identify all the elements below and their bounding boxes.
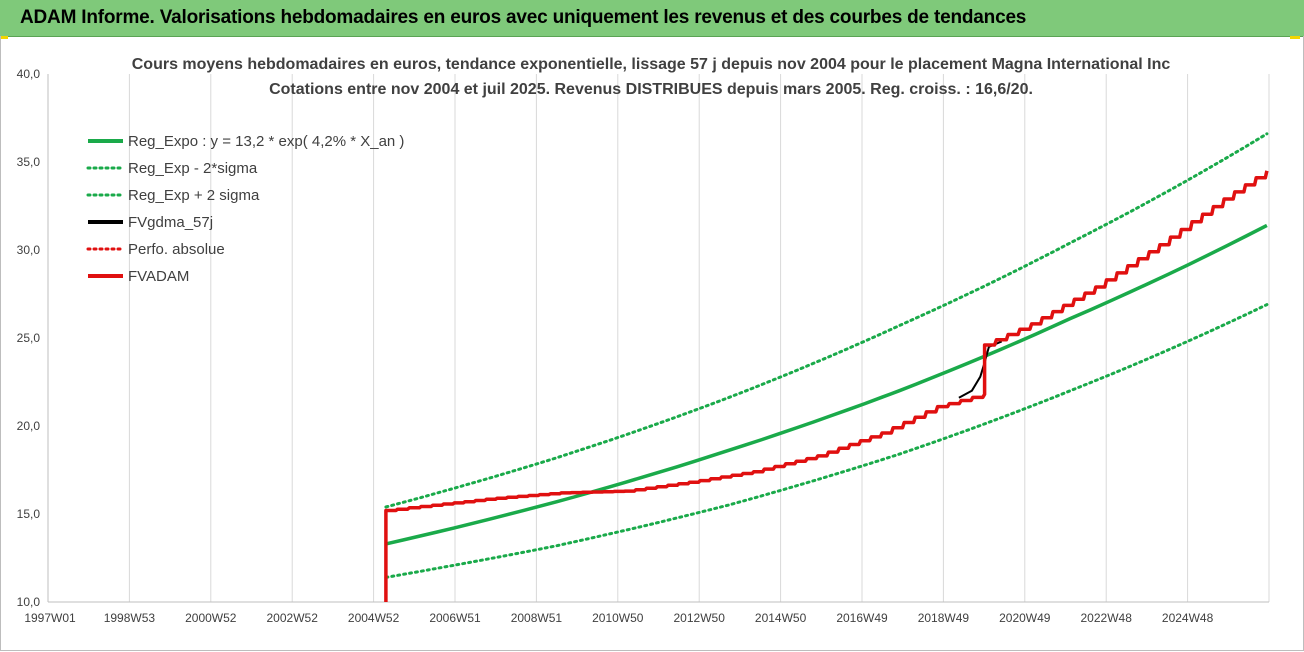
x-tick-label: 2000W52 (185, 611, 237, 625)
y-tick-label: 30,0 (17, 243, 41, 257)
legend-label: Reg_Expo : y = 13,2 * exp( 4,2% * X_an ) (128, 133, 404, 150)
legend-label: Reg_Exp - 2*sigma (128, 160, 258, 177)
y-tick-label: 25,0 (17, 331, 41, 345)
y-tick-label: 15,0 (17, 507, 41, 521)
series-line-1 (385, 223, 1268, 546)
header-bar: ADAM Informe. Valorisations hebdomadaire… (0, 0, 1304, 37)
chart-title: Cours moyens hebdomadaires en euros, ten… (132, 56, 1171, 73)
x-tick-label: 2010W50 (592, 611, 644, 625)
chart-frame: 1997W01 1998W53 2000W52 2002W52 2004W52 2006W… (0, 36, 1304, 651)
legend: Reg_Expo : y = 13,2 * exp( 4,2% * X_an )… (86, 133, 404, 285)
legend-label: Perfo. absolue (128, 241, 225, 258)
x-tick-label: 2018W49 (918, 611, 970, 625)
x-tick-label: 2014W50 (755, 611, 807, 625)
y-tick-label: 20,0 (17, 419, 41, 433)
corner-marker-right (1290, 36, 1300, 39)
legend-label: Reg_Exp + 2 sigma (128, 187, 260, 204)
x-tick-label: 2016W49 (836, 611, 888, 625)
page-title: ADAM Informe. Valorisations hebdomadaire… (20, 7, 1027, 28)
series-line-2 (384, 303, 1269, 579)
x-tick-label: 2024W48 (1162, 611, 1214, 625)
x-tick-label: 2012W50 (674, 611, 726, 625)
y-tick-label: 35,0 (17, 155, 41, 169)
x-tick-label: 1997W01 (24, 611, 76, 625)
series-line-6 (384, 170, 1269, 602)
x-tick-label: 2002W52 (267, 611, 319, 625)
x-tick-label: 2006W51 (429, 611, 481, 625)
series-line-3 (384, 132, 1269, 509)
x-tick-label: 2020W49 (999, 611, 1051, 625)
chart: 1997W01 1998W53 2000W52 2002W52 2004W52 2006W… (17, 56, 1270, 625)
y-tick-label: 10,0 (17, 595, 41, 609)
series-layer (384, 132, 1269, 602)
chart-subtitle: Cotations entre nov 2004 et juil 2025. R… (269, 81, 1033, 98)
x-tick-label: 2022W48 (1081, 611, 1133, 625)
corner-marker-left (0, 36, 8, 39)
axis-layer: 1997W01 1998W53 2000W52 2002W52 2004W52 2006W… (17, 67, 1269, 625)
x-tick-label: 2008W51 (511, 611, 563, 625)
grid-layer (128, 74, 1270, 602)
x-tick-label: 1998W53 (104, 611, 156, 625)
legend-label: FVADAM (128, 268, 189, 285)
y-tick-label: 40,0 (17, 67, 41, 81)
legend-label: FVgdma_57j (128, 214, 213, 231)
x-tick-label: 2004W52 (348, 611, 400, 625)
